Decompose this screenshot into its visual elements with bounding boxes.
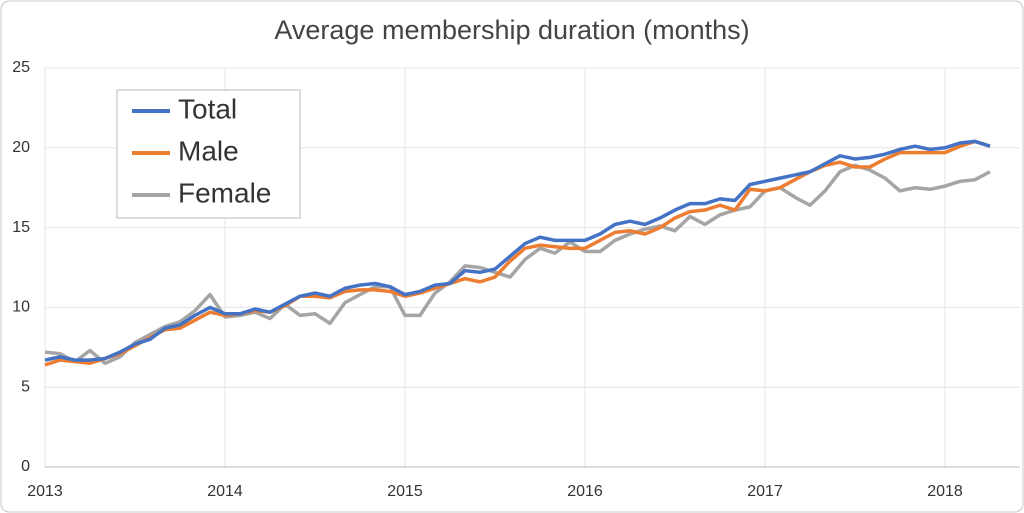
y-tick-label: 20 bbox=[12, 139, 30, 156]
line-series bbox=[44, 139, 991, 362]
legend-label: Female bbox=[178, 177, 271, 208]
legend-label: Total bbox=[178, 93, 237, 124]
y-tick-label: 15 bbox=[12, 219, 30, 236]
x-tick-label: 2016 bbox=[567, 483, 603, 500]
x-tick-label: 2017 bbox=[747, 483, 783, 500]
y-tick-label: 5 bbox=[21, 378, 30, 395]
x-tick-label: 2015 bbox=[387, 483, 423, 500]
chart-title: Average membership duration (months) bbox=[274, 15, 749, 45]
x-tick-label: 2018 bbox=[927, 483, 963, 500]
x-tick-label: 2013 bbox=[27, 483, 63, 500]
x-tick-label: 2014 bbox=[207, 483, 243, 500]
y-tick-label: 10 bbox=[12, 299, 30, 316]
y-tick-label: 25 bbox=[12, 59, 30, 76]
line-series bbox=[44, 139, 991, 367]
legend-label: Male bbox=[178, 135, 239, 166]
y-tick-label: 0 bbox=[21, 458, 30, 475]
line-series bbox=[44, 163, 991, 366]
